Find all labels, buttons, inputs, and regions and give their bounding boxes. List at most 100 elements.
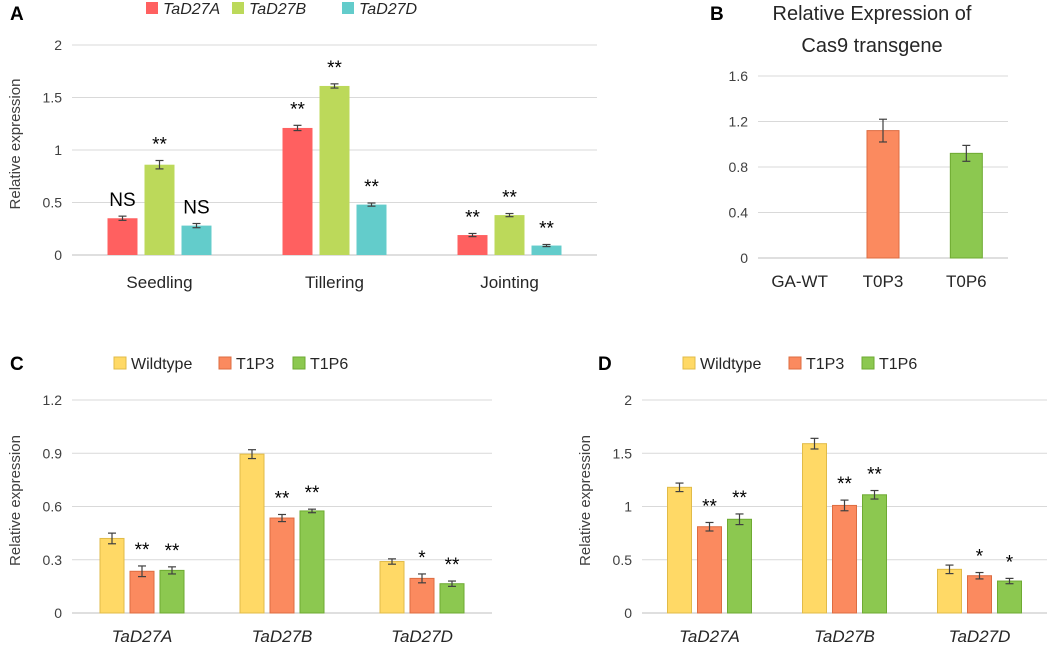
bar-tad27b-seedling — [144, 164, 175, 255]
y-tick-label: 0.3 — [43, 552, 63, 568]
significance-label: ** — [465, 207, 480, 228]
y-axis-label: Relative expression — [7, 435, 24, 566]
legend-label-wildtype: Wildtype — [700, 356, 761, 373]
y-tick-label: 0 — [54, 247, 62, 263]
significance-label: ** — [445, 555, 460, 576]
bar-tad27a-tillering — [282, 127, 313, 255]
legend-label-tad27d: TaD27D — [359, 1, 418, 18]
x-category-label: TaD27D — [391, 627, 453, 646]
significance-label: ** — [290, 99, 305, 120]
bar-tad27d-jointing — [531, 245, 562, 255]
legend-swatch-t1p6 — [861, 356, 875, 370]
chart-title: Cas9 transgene — [801, 35, 942, 57]
significance-label: * — [418, 548, 426, 569]
legend-label-tad27a: TaD27A — [163, 1, 220, 18]
bar-wildtype-tad27d — [937, 568, 962, 614]
significance-label: ** — [327, 58, 342, 79]
bar-tad27b-tillering — [319, 85, 350, 255]
bar-tad27b-jointing — [494, 215, 525, 255]
bar-t1p6-tad27b — [299, 510, 325, 614]
panel-a: A 0 0.5 1 1.5 2 Relative expression Seedling Til… — [7, 1, 597, 292]
bar-t1p3-tad27b — [832, 504, 857, 614]
x-category-label: T0P3 — [863, 272, 904, 291]
x-category-label: TaD27B — [252, 627, 313, 646]
y-tick-label: 1 — [54, 142, 62, 158]
legend-label-t1p3: T1P3 — [236, 356, 274, 373]
chart-title: Relative Expression of — [773, 3, 972, 25]
legend-label-t1p6: T1P6 — [310, 356, 348, 373]
y-tick-label: 0 — [624, 605, 632, 621]
y-tick-label: 0.9 — [43, 445, 63, 461]
panel-label: C — [10, 354, 24, 375]
y-tick-label: 0.5 — [613, 552, 633, 568]
significance-label: ** — [165, 541, 180, 562]
bar-t1p3-tad27a — [129, 570, 155, 614]
significance-label: ** — [702, 496, 717, 517]
y-tick-label: 1.2 — [43, 392, 63, 408]
significance-label: ** — [867, 465, 882, 486]
bar-tad27a-jointing — [457, 235, 488, 255]
significance-label: NS — [109, 190, 135, 211]
x-category-label: TaD27D — [949, 627, 1011, 646]
bar-wildtype-tad27d — [379, 561, 405, 614]
panel-b: B 0 0.4 0.8 1.2 1.6 GA-WT T0P3 T0P6 Relative Expr… — [710, 3, 1008, 291]
panel-d: D 0 0.5 1 1.5 2 Relative expression TaD27A TaD27… — [577, 354, 1047, 646]
x-category-label: TaD27A — [112, 627, 173, 646]
bar-t1p3-tad27d — [967, 575, 992, 614]
bar-wildtype-tad27b — [239, 453, 265, 614]
significance-label: ** — [502, 188, 517, 209]
significance-label: ** — [539, 219, 554, 240]
legend-swatch-wildtype — [113, 356, 127, 370]
significance-label: ** — [275, 488, 290, 509]
significance-label: ** — [305, 483, 320, 504]
legend-swatch-tad27d — [342, 2, 354, 14]
bar-tad27a-seedling — [107, 218, 138, 255]
panel-label: D — [598, 354, 612, 375]
y-tick-label: 0.6 — [43, 499, 63, 515]
y-tick-label: 0 — [54, 605, 62, 621]
y-tick-label: 1.5 — [613, 445, 633, 461]
bar-wildtype-tad27a — [99, 537, 125, 614]
bar-t1p6-tad27a — [727, 518, 752, 614]
x-category-label: Tillering — [305, 273, 364, 292]
bar-t1p6-tad27d — [997, 580, 1022, 614]
y-tick-label: 0.5 — [43, 195, 63, 211]
x-category-label: TaD27A — [679, 627, 740, 646]
x-category-label: GA-WT — [771, 272, 828, 291]
legend-swatch-t1p3 — [788, 356, 802, 370]
y-tick-label: 0.8 — [729, 159, 749, 175]
legend-swatch-tad27a — [146, 2, 158, 14]
significance-label: NS — [183, 198, 209, 219]
y-tick-label: 1.2 — [729, 114, 749, 130]
y-tick-label: 1.6 — [729, 68, 749, 84]
y-axis-label: Relative expression — [7, 79, 24, 210]
panel-label: A — [10, 4, 24, 25]
legend-swatch-wildtype — [682, 356, 696, 370]
legend-swatch-t1p6 — [292, 356, 306, 370]
y-tick-label: 1 — [624, 499, 632, 515]
bar-t0p6 — [949, 152, 983, 259]
legend-label-t1p6: T1P6 — [879, 356, 917, 373]
y-tick-label: 1.5 — [43, 90, 63, 106]
significance-label: ** — [135, 540, 150, 561]
bar-t1p6-tad27a — [159, 569, 185, 614]
significance-label: * — [976, 547, 984, 568]
x-category-label: TaD27B — [814, 627, 875, 646]
bar-tad27d-seedling — [181, 225, 212, 255]
bar-t1p3-tad27a — [697, 526, 722, 614]
legend-label-wildtype: Wildtype — [131, 356, 192, 373]
significance-label: ** — [364, 177, 379, 198]
legend-label-t1p3: T1P3 — [806, 356, 844, 373]
panel-label: B — [710, 4, 724, 25]
x-category-label: Seedling — [126, 273, 192, 292]
legend-label-tad27b: TaD27B — [249, 1, 307, 18]
y-axis-label: Relative expression — [577, 435, 594, 566]
significance-label: ** — [152, 135, 167, 156]
bar-t1p3-tad27b — [269, 517, 295, 614]
bar-t1p6-tad27b — [862, 494, 887, 614]
y-tick-label: 2 — [54, 37, 62, 53]
y-tick-label: 0 — [740, 250, 748, 266]
legend-swatch-t1p3 — [218, 356, 232, 370]
bar-t1p3-tad27d — [409, 577, 435, 614]
